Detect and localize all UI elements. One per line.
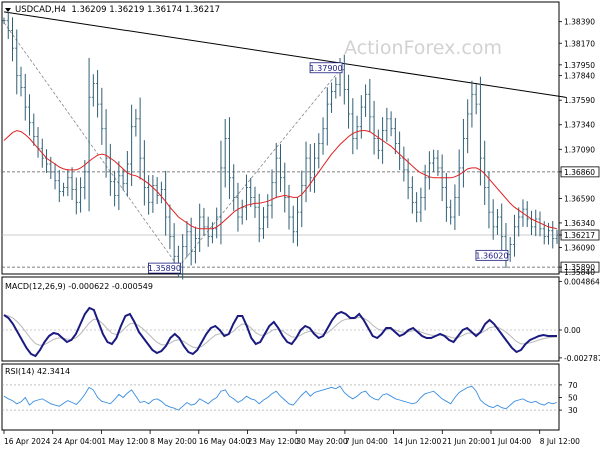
price-annotation-box <box>475 249 509 261</box>
x-axis-label: 1 May 12:00 <box>101 437 148 446</box>
x-axis-layer: 16 Apr 2024 24 Apr 04:00 1 May 12:00 8 May … <box>3 430 580 446</box>
macd-label: MACD(12,26,9) -0.000622 -0.000549 <box>5 282 153 291</box>
rsi-line <box>3 385 558 411</box>
rsi-panel-frame <box>1 363 560 431</box>
moving-average-line <box>3 130 558 230</box>
price-annotation-box <box>309 62 343 74</box>
watermark: ActionForex.com <box>344 37 502 59</box>
price-axis-label: 1.36340 <box>564 219 595 228</box>
price-axis-label: 1.37340 <box>564 121 595 130</box>
x-axis-label: 21 Jun 20:00 <box>442 437 490 446</box>
macd-axis-label: -0.002787 <box>564 354 600 363</box>
price-axis-label: 1.37950 <box>564 61 595 70</box>
x-axis-label: 14 Jun 12:00 <box>394 437 442 446</box>
x-axis-label: 23 May 12:00 <box>248 437 300 446</box>
price-axis-label: 1.35890 <box>564 263 595 272</box>
x-axis-label: 16 May 04:00 <box>199 437 251 446</box>
macd-panel-frame <box>1 276 560 362</box>
x-axis-label: 1 Jul 04:00 <box>491 437 531 446</box>
trendline-2 <box>3 22 179 268</box>
macd-layer <box>2 306 559 358</box>
x-axis-label: 8 Jul 12:00 <box>540 437 580 446</box>
instrument-header: USDCAD,H4 1.36209 1.36219 1.36174 1.3621… <box>15 5 220 15</box>
price-axis-label: 1.38170 <box>564 39 595 48</box>
price-annotation: 1.36020 <box>475 249 509 261</box>
x-axis-label: 30 May 20:00 <box>296 437 348 446</box>
price-annotation: 1.35890 <box>148 262 181 274</box>
price-axis-label: 1.36860 <box>564 168 595 177</box>
rsi-layer <box>2 384 559 411</box>
price-axis-label: 1.37840 <box>564 72 595 81</box>
price-axis-label: 1.36590 <box>564 194 595 203</box>
macd-line <box>3 306 557 358</box>
price-panel-frame <box>1 1 560 275</box>
x-axis-label: 7 Jun 04:00 <box>345 437 388 446</box>
rsi-label: RSI(14) 42.3414 <box>5 367 70 376</box>
price-annotation-box <box>148 262 181 274</box>
price-axis-label: 1.36090 <box>564 243 595 252</box>
price-annotation-label: 1.35890 <box>148 264 181 273</box>
price-annotation-label: 1.36020 <box>475 251 508 260</box>
rsi-axis-label: 70 <box>568 381 578 390</box>
macd-axis-label: 0.004864 <box>564 277 600 286</box>
price-axis-label: 1.36217 <box>564 231 595 240</box>
price-axis-label: 1.37090 <box>564 145 595 154</box>
x-axis-label: 24 Apr 04:00 <box>53 437 102 446</box>
trendline-3 <box>178 69 341 268</box>
x-axis-label: 8 May 20:00 <box>150 437 197 446</box>
macd-axis-label: 0.00 <box>564 326 581 335</box>
rsi-axis-label: 50 <box>568 394 578 403</box>
y-axis-layer: 1.38390 1.38170 1.37950 1.37840 1.37590 1.373… <box>559 18 600 415</box>
price-axis-label: 1.38390 <box>564 18 595 27</box>
price-axis-label: 1.37590 <box>564 96 595 105</box>
price-axis-label: 1.35840 <box>564 268 595 277</box>
price-annotation: 1.37900 <box>309 62 343 74</box>
x-axis-label: 16 Apr 2024 <box>4 437 51 446</box>
price-layer: 1.37900 1.35890 1.36020 <box>2 11 566 280</box>
collapse-arrow-icon[interactable] <box>5 8 11 12</box>
rsi-axis-label: 30 <box>568 406 578 415</box>
price-annotation-label: 1.37900 <box>310 64 343 73</box>
